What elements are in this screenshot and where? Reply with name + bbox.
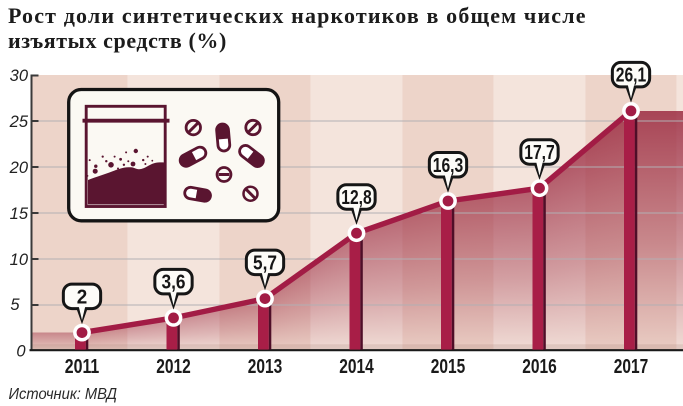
svg-text:Источник: МВД: Источник: МВД xyxy=(9,386,118,403)
svg-text:2015: 2015 xyxy=(431,356,466,378)
svg-text:2: 2 xyxy=(77,286,88,308)
svg-text:30: 30 xyxy=(10,67,29,85)
svg-text:2013: 2013 xyxy=(248,356,283,378)
svg-text:изъятых средств (%): изъятых средств (%) xyxy=(8,28,227,53)
svg-text:2017: 2017 xyxy=(614,356,649,378)
svg-text:2011: 2011 xyxy=(65,356,100,378)
svg-text:2016: 2016 xyxy=(522,356,557,378)
svg-text:Рост доли синтетических наркот: Рост доли синтетических наркотиков в общ… xyxy=(8,3,587,28)
svg-text:17,7: 17,7 xyxy=(524,142,555,164)
svg-text:0: 0 xyxy=(16,343,26,361)
svg-text:5,7: 5,7 xyxy=(253,252,277,274)
svg-text:26,1: 26,1 xyxy=(616,65,647,87)
svg-text:16,3: 16,3 xyxy=(433,155,464,177)
svg-text:5: 5 xyxy=(10,296,20,314)
svg-text:10: 10 xyxy=(10,251,29,269)
svg-text:15: 15 xyxy=(10,205,29,223)
svg-text:20: 20 xyxy=(9,159,29,177)
svg-text:25: 25 xyxy=(9,113,29,131)
svg-text:12,8: 12,8 xyxy=(341,187,372,209)
svg-text:3,6: 3,6 xyxy=(162,272,186,294)
svg-text:2014: 2014 xyxy=(339,356,374,378)
svg-text:2012: 2012 xyxy=(156,356,191,378)
